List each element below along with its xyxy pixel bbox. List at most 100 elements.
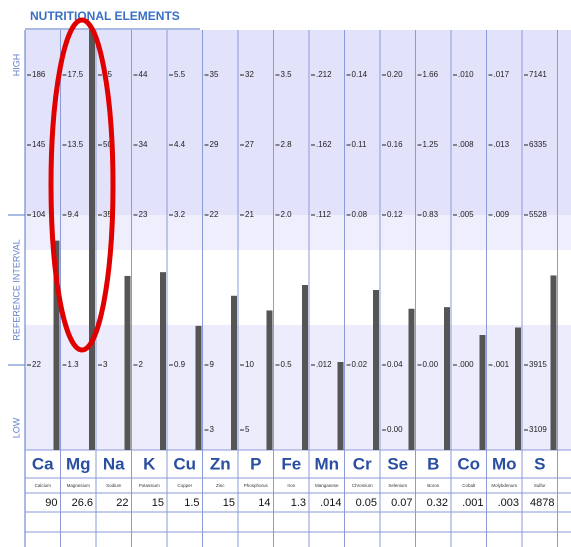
result-value: 15 [223,497,235,509]
tick-label: .008 [458,140,474,149]
tick-label: 65 [103,70,112,79]
element-symbol: Co [457,454,480,473]
element-name: Molybdenum [491,483,517,488]
high-band [25,30,571,215]
result-bar [266,310,273,450]
result-value: 0.07 [391,497,412,509]
tick-label: 5528 [529,210,547,219]
tick-label: 9.4 [68,210,80,219]
tick-label: 0.5 [281,360,293,369]
element-name: Cobalt [462,483,476,488]
result-value: .014 [320,497,341,509]
result-value: 0.05 [356,497,377,509]
result-value: 90 [45,497,57,509]
element-name: Selenium [388,483,407,488]
tick-label: 35 [210,70,219,79]
side-label: REFERENCE INTERVAL [11,239,21,340]
tick-label: 10 [245,360,254,369]
tick-label: 0.83 [423,210,439,219]
tick-label: 2.0 [281,210,293,219]
tick-label: 0.14 [352,70,368,79]
tick-label: .009 [494,210,510,219]
tick-label: 0.11 [352,140,368,149]
result-bar [444,307,450,450]
tick-label: 29 [210,140,219,149]
tick-label: 2 [139,360,144,369]
element-name: Copper [177,483,192,488]
result-bar [53,240,60,450]
result-bar [89,30,95,450]
tick-label: 17.5 [68,70,84,79]
tick-label: 3.2 [174,210,186,219]
tick-label: 50 [103,140,112,149]
result-bar [337,362,344,450]
tick-label: 32 [245,70,254,79]
tick-label: 0.20 [387,70,403,79]
element-symbol: Zn [210,454,231,473]
low-band [25,325,571,450]
tick-label: 3109 [529,425,547,434]
element-symbol: Se [387,454,408,473]
tick-label: .010 [458,70,474,79]
tick-label: 2.8 [281,140,293,149]
tick-label: 1.66 [423,70,439,79]
tick-label: 21 [245,210,254,219]
tick-label: .162 [316,140,332,149]
tick-label: 3.5 [281,70,293,79]
result-value: .003 [498,497,519,509]
tick-label: 145 [32,140,46,149]
tick-label: 3 [103,360,108,369]
tick-label: 13.5 [68,140,84,149]
result-value: 4878 [530,497,554,509]
result-bar [373,290,379,450]
tick-label: 5 [245,425,250,434]
element-symbol: Mo [492,454,517,473]
tick-label: .000 [458,360,474,369]
element-name: Phosphorus [244,483,269,488]
element-name: Manganese [315,483,339,488]
tick-label: 1.25 [423,140,439,149]
tick-label: 0.04 [387,360,403,369]
ref-band [25,215,571,250]
result-value: 0.32 [427,497,448,509]
element-symbol: Mn [314,454,339,473]
result-bar [408,308,415,450]
tick-label: .001 [494,360,510,369]
tick-label: 3915 [529,360,547,369]
tick-label: 1.3 [68,360,80,369]
tick-label: 4.4 [174,140,186,149]
element-name: Calcium [35,483,52,488]
tick-label: 23 [139,210,148,219]
result-value: 22 [116,497,128,509]
element-symbol: Mg [66,454,91,473]
element-name: Potassium [139,483,160,488]
tick-label: .013 [494,140,510,149]
element-name: Iron [287,483,295,488]
element-name: Magnesium [67,483,91,488]
element-name: Sodium [106,483,122,488]
tick-label: .012 [316,360,332,369]
tick-label: 0.9 [174,360,186,369]
title: NUTRITIONAL ELEMENTS [30,9,180,23]
result-bar [231,295,237,450]
tick-label: 5.5 [174,70,186,79]
tick-label: 27 [245,140,254,149]
result-bar [515,327,521,450]
tick-label: 0.16 [387,140,403,149]
tick-label: 22 [32,360,41,369]
highlight-oval [48,17,116,353]
result-bar [302,285,308,450]
element-name: Boron [427,483,440,488]
tick-label: 6335 [529,140,547,149]
result-value: 14 [258,497,270,509]
element-symbol: Cu [173,454,196,473]
result-value: 15 [152,497,164,509]
tick-label: 0.02 [352,360,368,369]
tick-label: 0.00 [423,360,439,369]
result-value: 1.3 [291,497,306,509]
element-name: Chromium [352,483,373,488]
result-bar [195,325,202,450]
element-symbol: Fe [281,454,301,473]
tick-label: 0.08 [352,210,368,219]
element-symbol: S [534,454,545,473]
